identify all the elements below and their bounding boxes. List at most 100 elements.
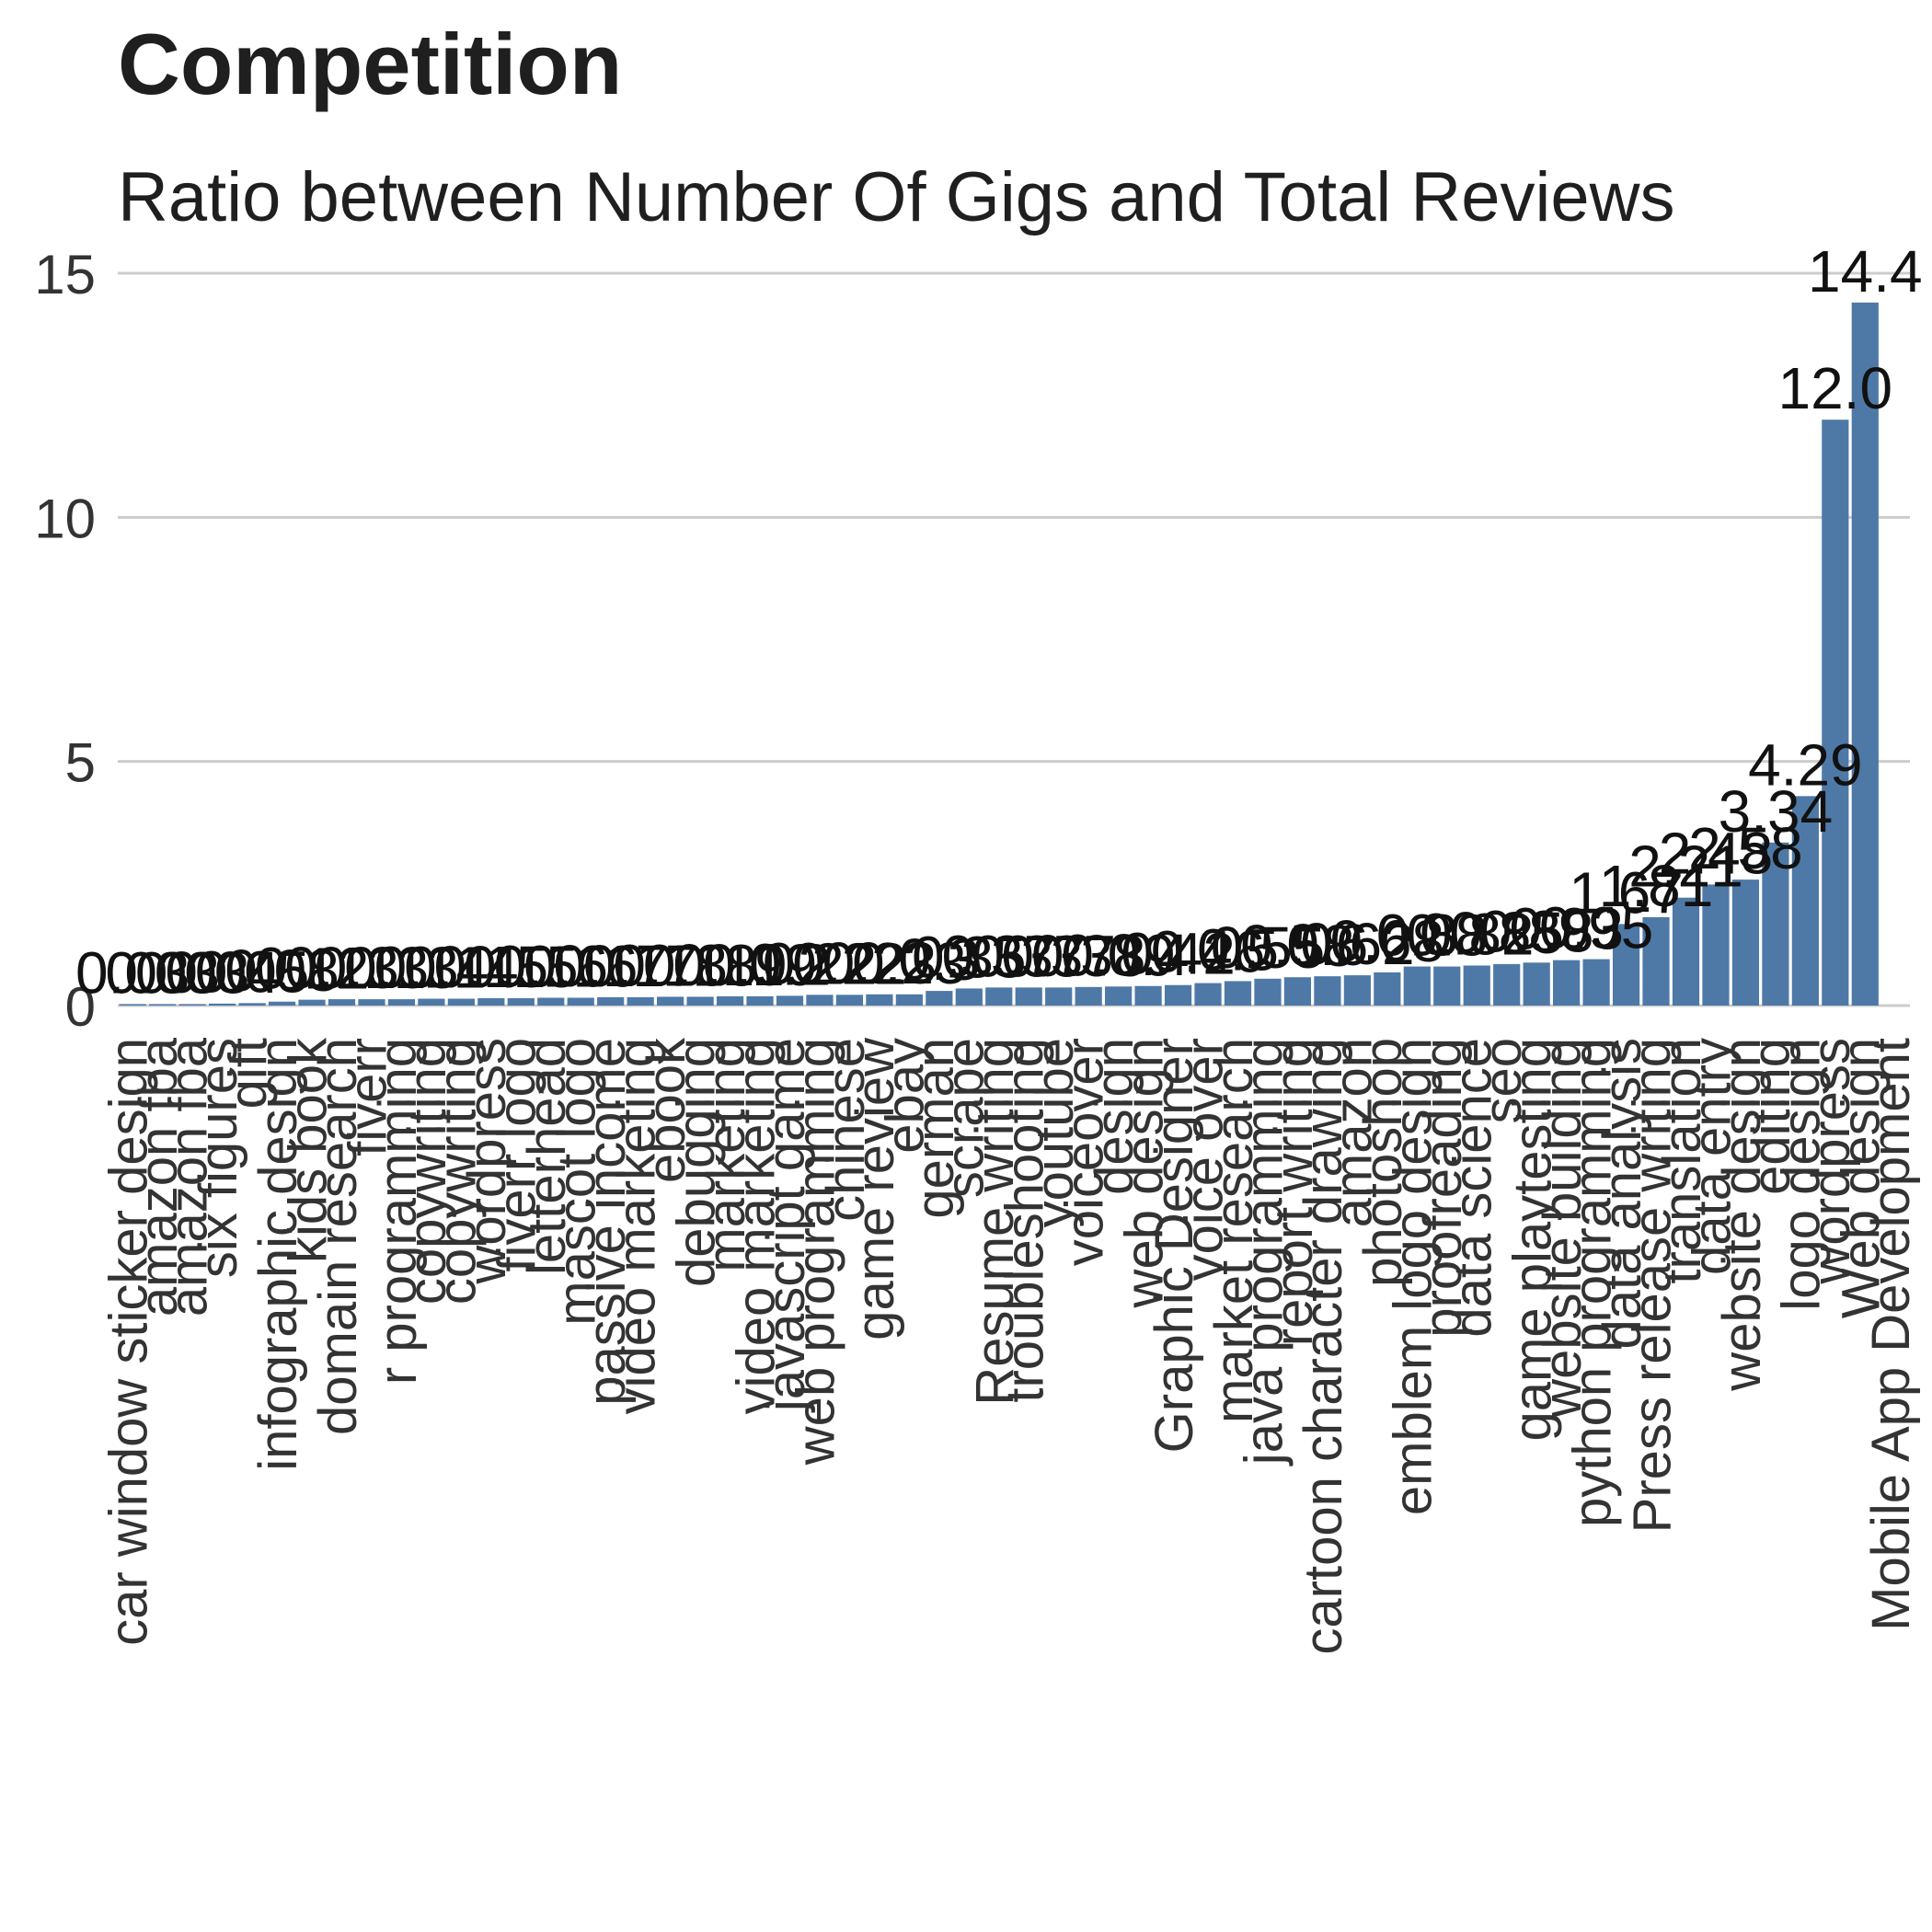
data-label: 0.15 — [434, 934, 549, 1000]
x-tick-label: Mobile App Development — [1861, 1038, 1921, 1631]
data-label: 2.21 — [1628, 834, 1743, 900]
bar — [358, 999, 385, 1006]
bars — [119, 302, 1879, 1006]
data-label: 0.8 — [1376, 903, 1458, 969]
x-tick-label: javascript game — [756, 1038, 816, 1413]
data-label: 0.5 — [1197, 916, 1279, 983]
data-label: 0.18 — [613, 932, 728, 998]
data-label: 0.05 — [195, 938, 310, 1005]
bar — [1314, 976, 1341, 1006]
x-tick-label: web programming — [786, 1038, 845, 1466]
bar — [866, 994, 893, 1006]
x-tick-label: market research — [1204, 1038, 1264, 1423]
data-label: 0.68 — [1330, 908, 1445, 974]
data-label: 0.62 — [1300, 911, 1415, 977]
data-label: 0.03 — [105, 939, 220, 1006]
data-label: 0.8 — [1406, 903, 1488, 969]
bar — [1105, 986, 1133, 1006]
x-tick-label: web design — [1114, 1038, 1174, 1308]
bar — [1433, 966, 1461, 1006]
data-label: 0.23 — [852, 930, 967, 996]
bar — [686, 996, 714, 1006]
y-tick-label: 0 — [65, 976, 96, 1038]
data-label: 2.58 — [1688, 815, 1803, 881]
bar — [1015, 987, 1042, 1006]
bar — [1164, 984, 1192, 1006]
data-label: 0.3 — [898, 926, 980, 993]
x-tick-label: Graphic Designer — [1144, 1038, 1204, 1453]
x-tick-label: design — [1085, 1038, 1144, 1195]
data-label: 0.39 — [1061, 922, 1176, 988]
data-label: 0.37 — [972, 923, 1087, 989]
bar — [1702, 884, 1730, 1006]
bar — [1374, 972, 1401, 1006]
x-tick-label: copywriting — [428, 1038, 488, 1305]
bar — [806, 995, 834, 1006]
x-tick-label: report writing — [1264, 1038, 1324, 1346]
bar — [149, 1004, 177, 1006]
x-tick-label: fiverr — [338, 1038, 397, 1156]
x-tick-label: marketing — [696, 1038, 756, 1272]
data-label: 0.88 — [1479, 898, 1594, 964]
data-label: 0.17 — [583, 933, 698, 999]
bar — [597, 996, 625, 1006]
data-label: 0.13 — [284, 935, 399, 1001]
data-label: 0.14 — [374, 935, 489, 1001]
x-tick-label: passive income — [577, 1038, 637, 1406]
y-tick-label: 5 — [65, 732, 96, 794]
bar — [328, 999, 356, 1006]
x-tick-label: wordpress — [1801, 1038, 1861, 1285]
x-tick-label: r programming — [368, 1038, 428, 1385]
data-label: 0.17 — [553, 933, 668, 999]
data-label: 0.2 — [749, 931, 831, 997]
x-tick-label: video marketing — [726, 1038, 786, 1414]
data-label: 2.48 — [1659, 820, 1774, 886]
bar — [1403, 966, 1431, 1006]
bar — [1283, 977, 1312, 1006]
x-tick-label: letterhead — [517, 1038, 577, 1275]
data-labels: 0.030.030.030.040.050.080.120.130.130.13… — [75, 238, 1923, 1006]
data-label: 0.19 — [673, 932, 788, 998]
x-tick-label: data science — [1443, 1038, 1503, 1338]
x-tick-label: six figures — [189, 1038, 248, 1278]
bar — [1075, 986, 1102, 1006]
bar — [1672, 897, 1700, 1006]
data-label: 0.13 — [344, 935, 459, 1001]
data-label: 0.13 — [315, 935, 430, 1001]
bar — [119, 1004, 146, 1006]
x-tick-label: Web design — [1832, 1038, 1892, 1318]
bar — [1463, 965, 1490, 1006]
bar — [895, 994, 923, 1006]
x-tick-label: car window sticker design — [99, 1038, 159, 1646]
x-tick-label: seo — [1473, 1038, 1533, 1124]
data-label: 0.03 — [75, 939, 190, 1006]
bar — [926, 991, 953, 1006]
data-label: 0.38 — [1031, 923, 1146, 989]
data-label: 0.08 — [224, 937, 339, 1004]
x-tick-label: youtube — [1025, 1038, 1085, 1227]
x-tick-label: Resume writing — [965, 1038, 1025, 1406]
x-tick-label: voiceover — [1054, 1038, 1114, 1266]
bar — [418, 998, 445, 1006]
bar — [387, 999, 416, 1006]
bar — [1582, 959, 1610, 1006]
x-tick-label: ebay — [876, 1038, 936, 1154]
bar — [537, 997, 565, 1006]
bar — [1791, 796, 1819, 1006]
x-tick-label: ebook — [637, 1037, 696, 1183]
bar — [447, 998, 475, 1006]
bar — [477, 998, 505, 1006]
x-tick-label: kids book — [278, 1037, 338, 1263]
x-tick-label: chinese — [816, 1038, 876, 1222]
y-axis-ticks: 0 5 10 15 — [34, 244, 96, 1038]
data-label: 0.22 — [792, 930, 907, 996]
x-tick-label: Press release writing — [1622, 1038, 1682, 1533]
bar — [1523, 962, 1550, 1006]
data-label: 0.35 — [912, 924, 1027, 990]
bar — [955, 988, 983, 1006]
data-label: 0.14 — [404, 935, 519, 1001]
bar — [178, 1004, 206, 1006]
bar — [1642, 916, 1670, 1006]
